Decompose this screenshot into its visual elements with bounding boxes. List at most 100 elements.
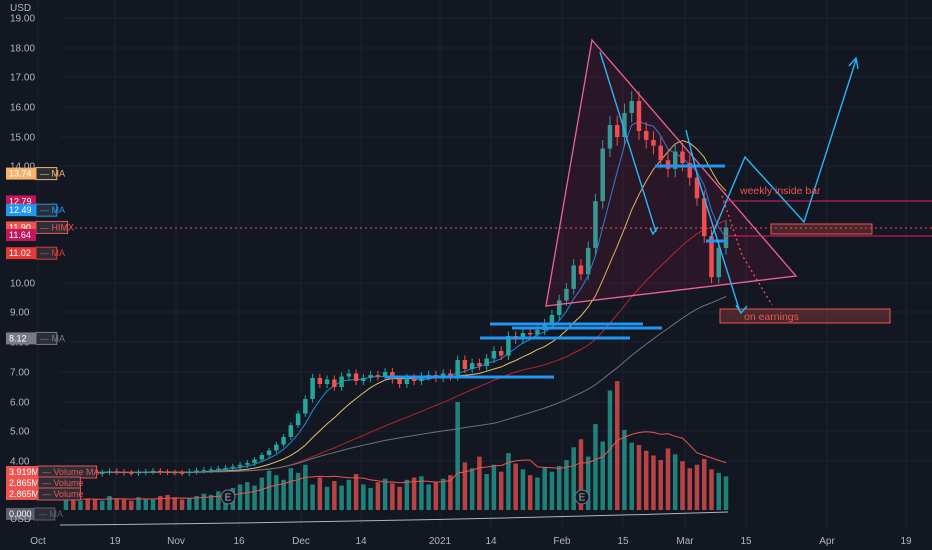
earnings-target-zone[interactable] bbox=[719, 308, 891, 324]
candle-body[interactable] bbox=[382, 372, 388, 377]
path-bull-arrowhead[interactable] bbox=[848, 56, 859, 70]
candle-body[interactable] bbox=[208, 469, 214, 471]
candle-body[interactable] bbox=[201, 470, 207, 472]
candle-body[interactable] bbox=[404, 378, 410, 384]
candle-body[interactable] bbox=[375, 375, 381, 377]
candle-body[interactable] bbox=[288, 425, 294, 437]
triangle-pattern[interactable] bbox=[545, 38, 798, 307]
candle-body[interactable] bbox=[237, 464, 243, 467]
candle-body[interactable] bbox=[716, 247, 721, 278]
candle-body[interactable] bbox=[339, 376, 344, 388]
candle-body[interactable] bbox=[346, 373, 352, 377]
candle-body[interactable] bbox=[462, 360, 468, 369]
candle-body[interactable] bbox=[556, 300, 562, 315]
candle-body[interactable] bbox=[136, 472, 141, 474]
path-down-arrow[interactable] bbox=[599, 51, 657, 233]
candle-body[interactable] bbox=[281, 437, 286, 445]
candle-body[interactable] bbox=[259, 455, 265, 460]
candle-body[interactable] bbox=[230, 466, 236, 468]
candle-body[interactable] bbox=[535, 330, 540, 335]
candle-body[interactable] bbox=[527, 333, 533, 335]
candle-body[interactable] bbox=[411, 378, 417, 381]
candle-body[interactable] bbox=[614, 125, 620, 137]
candle-body[interactable] bbox=[549, 315, 555, 324]
candle-body[interactable] bbox=[506, 336, 511, 356]
candle-body[interactable] bbox=[672, 151, 678, 169]
candle-body[interactable] bbox=[448, 373, 453, 377]
candle-body[interactable] bbox=[361, 378, 366, 381]
candle-body[interactable] bbox=[694, 177, 700, 199]
candle-body[interactable] bbox=[498, 351, 504, 356]
candle-body[interactable] bbox=[129, 472, 134, 474]
candle-body[interactable] bbox=[419, 376, 424, 382]
candle-body[interactable] bbox=[121, 472, 127, 474]
candle-body[interactable] bbox=[585, 247, 591, 275]
candle-body[interactable] bbox=[150, 470, 156, 472]
candle-body[interactable] bbox=[324, 379, 330, 385]
candle-body[interactable] bbox=[143, 471, 149, 473]
path-bull-arrow[interactable] bbox=[709, 59, 857, 241]
candle-body[interactable] bbox=[636, 101, 642, 131]
candle-body[interactable] bbox=[274, 444, 279, 451]
candle-body[interactable] bbox=[223, 467, 228, 469]
candle-body[interactable] bbox=[252, 459, 257, 463]
candle-body[interactable] bbox=[194, 470, 199, 472]
candle-body[interactable] bbox=[295, 413, 301, 426]
candle-body[interactable] bbox=[353, 373, 359, 382]
volume-bar bbox=[469, 468, 475, 510]
candle-body[interactable] bbox=[680, 151, 685, 164]
candle-body[interactable] bbox=[709, 236, 714, 278]
projected-path-dotted[interactable] bbox=[721, 195, 773, 306]
candle-body[interactable] bbox=[165, 472, 170, 474]
candle-body[interactable] bbox=[701, 198, 707, 237]
inside-bar-zone[interactable] bbox=[770, 223, 873, 235]
candle-body[interactable] bbox=[172, 472, 178, 474]
candle-body[interactable] bbox=[607, 125, 613, 149]
earnings-marker[interactable] bbox=[574, 489, 590, 505]
candle-body[interactable] bbox=[622, 113, 627, 137]
trend-drawings[interactable]: weekly inside bar on earnings bbox=[60, 38, 932, 379]
candle-body[interactable] bbox=[100, 472, 105, 474]
candle-body[interactable] bbox=[455, 360, 460, 377]
candle-body[interactable] bbox=[651, 139, 656, 146]
candle-body[interactable] bbox=[477, 363, 482, 366]
candle-body[interactable] bbox=[317, 378, 323, 384]
candle-body[interactable] bbox=[629, 101, 634, 113]
candle-body[interactable] bbox=[643, 131, 649, 140]
candle-body[interactable] bbox=[303, 399, 308, 414]
candle-body[interactable] bbox=[723, 227, 729, 248]
candle-body[interactable] bbox=[491, 351, 497, 359]
candle-body[interactable] bbox=[469, 363, 475, 369]
path-bear-arrow[interactable] bbox=[685, 129, 741, 313]
candle-body[interactable] bbox=[107, 471, 112, 473]
path-bear-arrowhead[interactable] bbox=[735, 304, 748, 315]
candle-body[interactable] bbox=[658, 145, 663, 161]
candle-body[interactable] bbox=[571, 265, 576, 289]
candle-body[interactable] bbox=[310, 378, 315, 399]
candle-body[interactable] bbox=[114, 471, 120, 473]
candle-body[interactable] bbox=[266, 450, 272, 456]
candle-body[interactable] bbox=[179, 472, 185, 474]
price-badge-value: 11.64 bbox=[9, 230, 31, 240]
candle-body[interactable] bbox=[564, 288, 569, 301]
candle-body[interactable] bbox=[397, 379, 402, 385]
candle-body[interactable] bbox=[687, 163, 692, 178]
candle-body[interactable] bbox=[484, 358, 489, 367]
candle-body[interactable] bbox=[368, 375, 373, 378]
candle-body[interactable] bbox=[600, 148, 605, 202]
candle-body[interactable] bbox=[245, 462, 250, 465]
candle-body[interactable] bbox=[593, 201, 598, 248]
candle-body[interactable] bbox=[187, 471, 192, 474]
earnings-marker[interactable] bbox=[220, 489, 236, 505]
path-down-arrowhead[interactable] bbox=[649, 226, 659, 236]
price-tick-label: 4.00 bbox=[10, 457, 30, 468]
candle-body[interactable] bbox=[332, 379, 337, 388]
price-badge-value: 2.865M bbox=[9, 489, 39, 499]
candle-body[interactable] bbox=[216, 468, 221, 470]
time-axis[interactable]: Oct 19 Nov 16 Dec 14 2021 14 Feb 15 Mar 15 Apr 19 bbox=[30, 536, 912, 547]
candle-body[interactable] bbox=[158, 470, 163, 473]
candle-body[interactable] bbox=[520, 333, 526, 339]
candle-body[interactable] bbox=[578, 265, 584, 275]
